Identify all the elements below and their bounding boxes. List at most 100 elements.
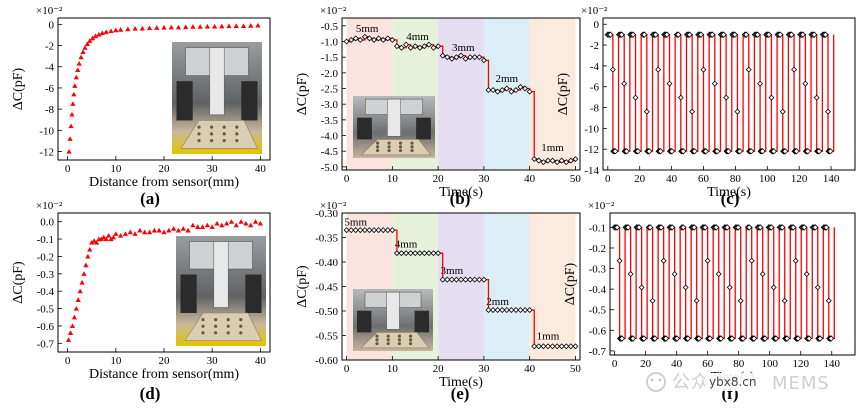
data-point [757, 224, 764, 231]
data-point [122, 231, 129, 236]
y-tick-label: -12 [39, 147, 54, 159]
data-point [549, 157, 556, 164]
panel-label: (e) [451, 384, 470, 403]
photo-sensor-dot [235, 138, 239, 143]
data-point [739, 335, 747, 342]
x-axis-label: Time(s) [439, 375, 483, 390]
data-point [711, 80, 718, 87]
data-point [726, 284, 733, 291]
data-point [673, 335, 681, 342]
band-label: 4mm [395, 238, 418, 250]
data-point [458, 52, 464, 59]
data-point [233, 23, 239, 29]
data-point [522, 85, 529, 92]
data-point [522, 307, 529, 313]
data-point [737, 297, 744, 304]
data-point [197, 24, 203, 29]
data-point [657, 148, 664, 155]
photo-sensor-dot [210, 138, 214, 143]
data-point [99, 30, 105, 36]
panel-label: (b) [450, 189, 471, 208]
x-tick-label: 30 [478, 173, 490, 185]
photo-sensor-dot [398, 145, 403, 149]
data-point [663, 31, 671, 38]
y-tick-label: -8 [45, 104, 55, 116]
watermark-text-1: 公众 [672, 372, 710, 393]
photo-sensor-dot [386, 338, 390, 342]
band-label: 1mm [537, 330, 560, 342]
band-label: 1mm [541, 142, 564, 154]
panel-e: 0 10 20 30 40 50 -0.30 -0.35 -0.40 -0.45 -0.50 -0.5… [295, 200, 581, 403]
data-point [713, 224, 720, 231]
x-tick-label: 20 [159, 163, 171, 175]
data-point [485, 307, 492, 313]
y-tick-label: -6 [590, 82, 600, 94]
x-axis-label: Time(s) [439, 185, 483, 200]
data-point [792, 257, 799, 264]
data-point [101, 234, 107, 240]
photo-sensor-dot [410, 145, 414, 149]
data-point [453, 54, 460, 61]
data-point [209, 224, 215, 229]
photo-sensor-dot [197, 125, 201, 129]
data-point [389, 36, 396, 43]
data-point [125, 26, 131, 32]
x-tick-label: 120 [791, 173, 808, 185]
x-tick-label: 0 [65, 163, 71, 175]
plot-frame-b [341, 17, 581, 171]
data-point [735, 224, 742, 231]
data-point [558, 343, 565, 350]
data-point [71, 314, 77, 320]
data-point [499, 307, 506, 313]
data-point [185, 227, 191, 233]
data-point [791, 66, 798, 73]
photo-sensor-dot [214, 331, 218, 335]
data-point [768, 94, 775, 101]
data-point [219, 23, 225, 29]
data-point [252, 219, 259, 224]
data-point [96, 31, 102, 37]
data-point [248, 23, 254, 28]
data-point [393, 43, 400, 50]
x-axis-label: Time(s) [707, 185, 751, 200]
data-point [175, 24, 182, 30]
y-tick-label: -14 [584, 165, 599, 177]
data-point [72, 83, 78, 88]
inset-photo-a [172, 42, 262, 154]
inset-photo-e [353, 289, 433, 351]
data-point [458, 276, 464, 283]
photo-sensor-dot [376, 141, 380, 145]
data-point [634, 148, 642, 155]
data-point [421, 250, 428, 257]
data-point [108, 28, 114, 34]
inset-photo-b [353, 96, 435, 158]
data-point [361, 33, 368, 40]
data-point [171, 226, 177, 231]
y-tick-label: -0.45 [315, 282, 338, 294]
data-point [357, 36, 364, 43]
data-point [825, 108, 832, 115]
data-point [770, 148, 777, 155]
data-point [503, 307, 510, 313]
data-point [503, 85, 510, 92]
data-point [702, 224, 709, 231]
data-point [540, 159, 547, 166]
x-tick-label: 10 [110, 163, 122, 175]
y-tick-label: -0.1 [589, 222, 606, 234]
data-point [609, 66, 616, 73]
data-point [745, 66, 752, 73]
data-point [416, 250, 423, 257]
x-tick-label: 40 [666, 173, 678, 185]
data-point [531, 343, 538, 350]
data-point [563, 159, 570, 166]
photo-sensor-dot [226, 331, 230, 335]
data-point [168, 24, 174, 30]
photo-sensor-dot [226, 324, 230, 328]
data-point [403, 250, 410, 257]
data-point [544, 157, 551, 164]
data-point [348, 36, 355, 43]
y-axis-label: ΔC(pF) [11, 67, 26, 110]
data-point [375, 35, 382, 42]
data-point [655, 66, 662, 73]
photo-rail-right [245, 274, 262, 313]
